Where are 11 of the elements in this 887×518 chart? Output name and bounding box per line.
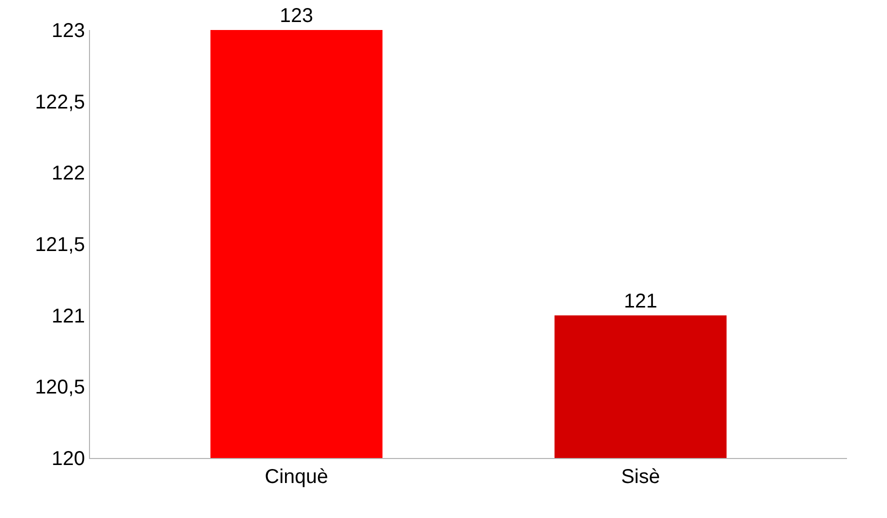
x-tick-label: Sisè <box>621 466 660 488</box>
data-label: 121 <box>624 290 658 312</box>
y-tick-label: 121 <box>52 305 85 328</box>
x-tick-label: Cinquè <box>264 466 328 488</box>
y-tick-label: 121,5 <box>34 234 85 256</box>
y-tick-label: 122,5 <box>34 91 85 114</box>
y-tick-label: 122 <box>52 162 85 185</box>
y-tick-label: 120 <box>52 448 85 470</box>
y-tick-label: 120,5 <box>34 376 85 399</box>
y-tick-label: 123 <box>52 20 85 42</box>
data-label: 123 <box>280 5 314 27</box>
